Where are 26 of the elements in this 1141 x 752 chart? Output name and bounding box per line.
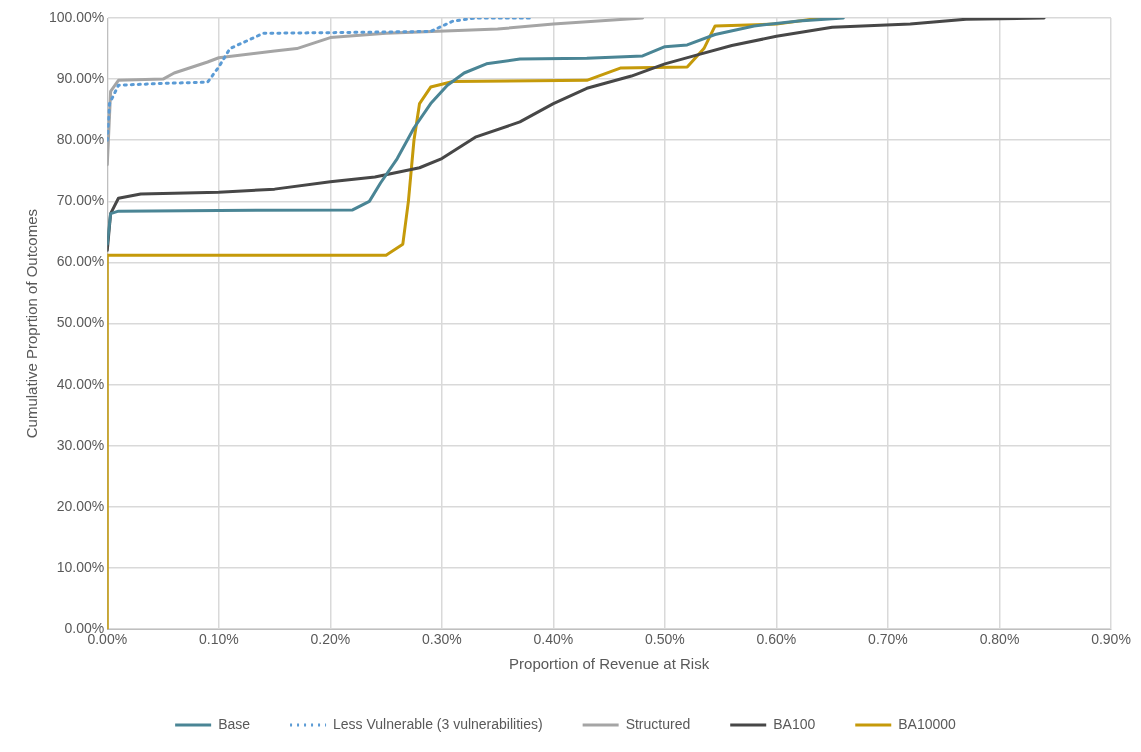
x-tick-label: 0.90%: [1091, 631, 1131, 648]
x-tick-label: 0.20%: [310, 631, 351, 648]
x-tick-label: 0.50%: [645, 631, 685, 648]
y-tick-label: 40.00%: [56, 375, 105, 392]
x-axis-title: Proportion of Revenue at Risk: [509, 655, 710, 673]
x-tick-label: 0.60%: [756, 631, 797, 648]
x-tick-label: 0.80%: [979, 631, 1020, 648]
y-tick-label: 30.00%: [56, 436, 105, 453]
y-tick-label: 90.00%: [56, 69, 105, 86]
x-tick-label: 0.30%: [421, 631, 462, 648]
x-tick-label: 0.40%: [533, 631, 574, 648]
y-tick-label: 50.00%: [56, 314, 105, 331]
y-tick-label: 20.00%: [56, 497, 105, 514]
legend-label: BA10000: [898, 715, 957, 732]
x-tick-label: 0.10%: [198, 631, 239, 648]
y-tick-label: 10.00%: [56, 558, 105, 575]
y-tick-label: 100.00%: [48, 8, 105, 25]
x-tick-label: 0.70%: [868, 631, 908, 648]
y-axis-title: Cumulative Proprtion of Outcomes: [23, 208, 41, 439]
y-tick-label: 60.00%: [56, 253, 105, 270]
legend-label: Structured: [625, 715, 691, 732]
y-tick-label: 80.00%: [56, 131, 105, 148]
legend-label: Base: [218, 715, 251, 732]
legend-label: BA100: [773, 715, 816, 732]
y-tick-label: 70.00%: [56, 192, 105, 209]
legend-label: Less Vulnerable (3 vulnerabilities): [333, 715, 543, 732]
